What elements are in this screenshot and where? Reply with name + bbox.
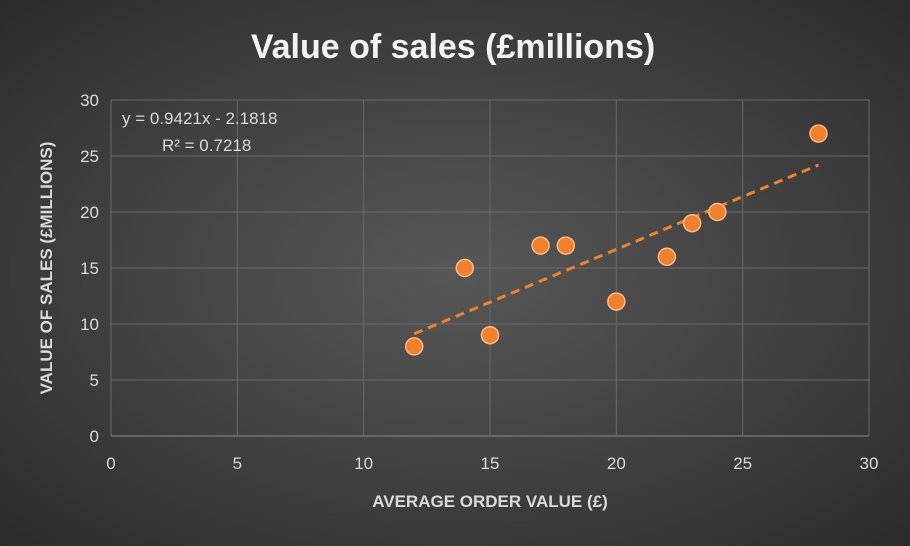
data-point	[455, 258, 474, 278]
y-tick-label: 25	[80, 147, 99, 166]
x-axis-label: AVERAGE ORDER VALUE (£)	[372, 492, 608, 511]
data-point	[607, 292, 626, 311]
data-point	[657, 247, 677, 267]
data-point	[480, 325, 500, 345]
chart-title: Value of sales (£millions)	[251, 28, 655, 66]
y-tick-label: 10	[80, 315, 99, 334]
data-point	[556, 236, 576, 255]
y-tick-label: 0	[90, 427, 99, 446]
data-point	[708, 202, 727, 222]
data-point	[682, 213, 702, 233]
y-tick-label: 20	[80, 203, 99, 222]
y-tick-label: 5	[90, 371, 99, 390]
trendline-r2: R² = 0.7218	[162, 136, 251, 155]
x-tick-label: 30	[860, 454, 879, 473]
data-points	[404, 124, 828, 356]
trendline	[413, 163, 820, 336]
data-point	[809, 124, 828, 143]
y-tick-label: 15	[80, 259, 99, 278]
x-tick-label: 10	[354, 454, 373, 473]
tick-labels: 0 5 10 15 20 25 30 0 5 10 15 20 25 30	[80, 91, 878, 473]
trendline-equation: y = 0.9421x - 2.1818	[122, 109, 277, 128]
x-tick-label: 25	[733, 454, 752, 473]
grid	[110, 99, 870, 437]
x-tick-label: 15	[481, 454, 500, 473]
y-tick-label: 30	[80, 91, 99, 110]
x-tick-label: 20	[607, 454, 626, 473]
x-tick-label: 5	[233, 454, 242, 473]
data-point	[404, 337, 424, 356]
y-axis-label: VALUE OF SALES (£MILLIONS)	[37, 142, 56, 395]
x-tick-label: 0	[106, 454, 115, 473]
trendline-line	[413, 163, 820, 336]
data-point	[531, 236, 550, 255]
